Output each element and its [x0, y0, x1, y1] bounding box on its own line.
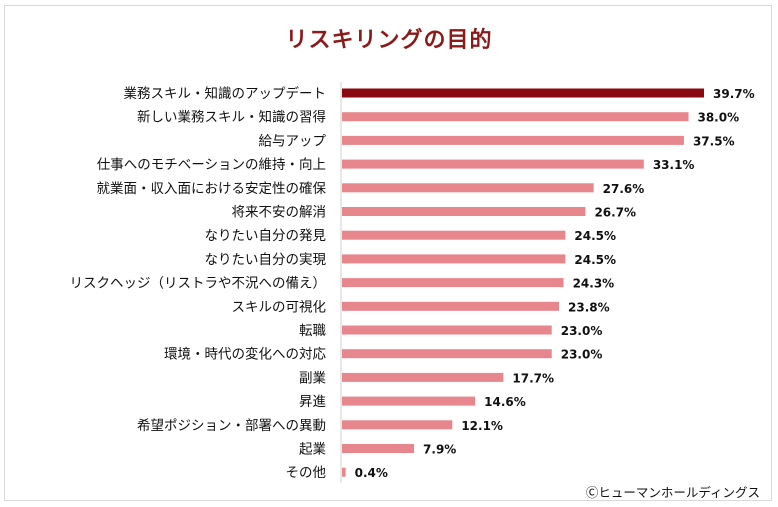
value-label: 26.7%	[594, 206, 636, 220]
bar	[342, 278, 564, 288]
category-label: 将来不安の解消	[232, 205, 327, 221]
category-label: 給与アップ	[259, 133, 327, 149]
bar	[342, 159, 644, 169]
category-label: リスクヘッジ（リストラや不況への備え）	[70, 276, 327, 292]
value-label: 33.1%	[653, 158, 695, 172]
value-label: 38.0%	[697, 111, 739, 125]
category-label: 起業	[299, 442, 326, 458]
value-label: 0.4%	[355, 466, 388, 480]
value-label: 24.5%	[574, 229, 616, 243]
bar	[342, 372, 504, 382]
value-label: 24.3%	[573, 277, 615, 291]
bar	[342, 325, 552, 335]
value-label: 23.8%	[568, 300, 610, 314]
value-label: 17.7%	[512, 371, 554, 385]
category-label: 昇進	[299, 394, 326, 410]
category-label: その他	[286, 465, 327, 481]
value-label: 23.0%	[561, 348, 603, 362]
category-label: 環境・時代の変化への対応	[164, 346, 326, 363]
bar	[342, 467, 346, 477]
value-label: 24.5%	[574, 253, 616, 267]
bar	[342, 207, 586, 216]
bar	[342, 301, 560, 311]
category-label: 新しい業務スキル・知識の習得	[137, 109, 326, 126]
bar	[342, 230, 566, 240]
category-label: なりたい自分の実現	[205, 252, 327, 268]
category-label: スキルの可視化	[232, 299, 327, 315]
category-label: 副業	[299, 370, 326, 386]
bar	[342, 444, 415, 453]
bar	[342, 349, 552, 359]
copyright-credit: Ⓒヒューマンホールディングス	[585, 485, 760, 500]
value-label: 12.1%	[461, 419, 503, 433]
chart-title: リスキリングの目的	[285, 28, 493, 53]
value-label: 27.6%	[603, 182, 645, 196]
category-label: 就業面・収入面における安定性の確保	[97, 181, 327, 197]
value-label: 7.9%	[423, 443, 456, 457]
category-label: 仕事へのモチベーションの維持・向上	[97, 157, 326, 173]
bar	[342, 135, 684, 145]
value-label: 37.5%	[693, 134, 735, 148]
bar	[342, 112, 689, 122]
value-label: 23.0%	[561, 324, 603, 338]
category-label: 転職	[299, 323, 326, 339]
bar	[342, 254, 566, 264]
chart-frame	[4, 5, 772, 501]
bar	[342, 396, 476, 406]
bar	[342, 88, 704, 98]
category-label: 希望ポジション・部署への異動	[137, 418, 326, 434]
category-label: 業務スキル・知識のアップデート	[124, 85, 327, 102]
category-label: なりたい自分の発見	[205, 228, 327, 244]
bar	[342, 183, 594, 193]
value-label: 14.6%	[484, 395, 526, 409]
value-label: 39.7%	[713, 87, 755, 101]
bar	[342, 420, 453, 430]
